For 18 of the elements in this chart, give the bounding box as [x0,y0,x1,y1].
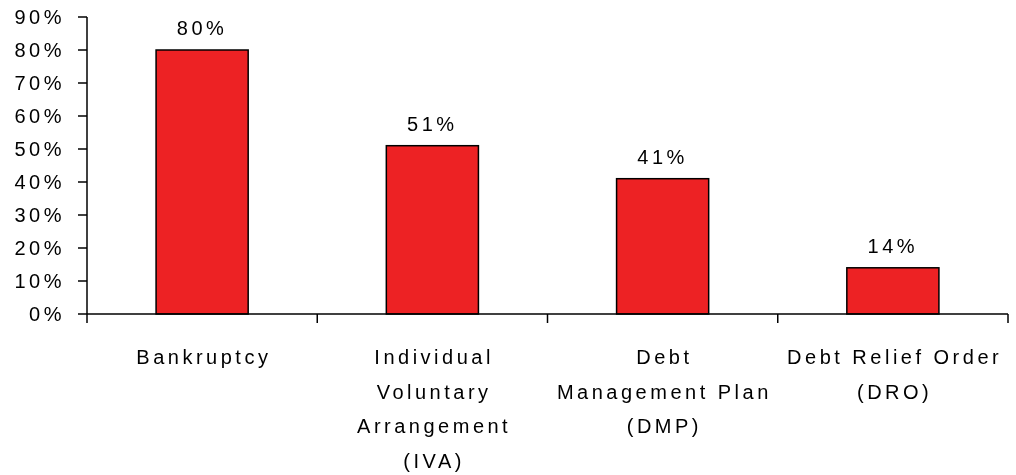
x-tick-label: Bankruptcy [136,346,272,368]
y-tick-label: 0% [29,303,65,325]
y-tick-label: 50% [14,138,65,160]
y-tick-label: 60% [14,105,65,127]
x-tick-label: Individual Voluntary Arrangement (IVA) [357,346,512,472]
y-tick-label: 70% [14,72,65,94]
x-tick-label: Debt Management Plan (DMP) [556,346,772,437]
data-label: 41% [637,145,688,168]
y-tick-label: 10% [14,270,65,292]
x-tick-label: Debt Relief Order (DRO) [787,346,1003,403]
data-label: 80% [176,17,228,39]
data-label: 51% [407,112,458,135]
y-tick-label: 20% [14,237,65,259]
y-tick-label: 40% [14,171,65,193]
y-tick-label: 80% [14,39,65,61]
y-tick-label: 90% [14,6,65,28]
data-label: 14% [867,234,919,257]
y-tick-label: 30% [14,204,65,226]
